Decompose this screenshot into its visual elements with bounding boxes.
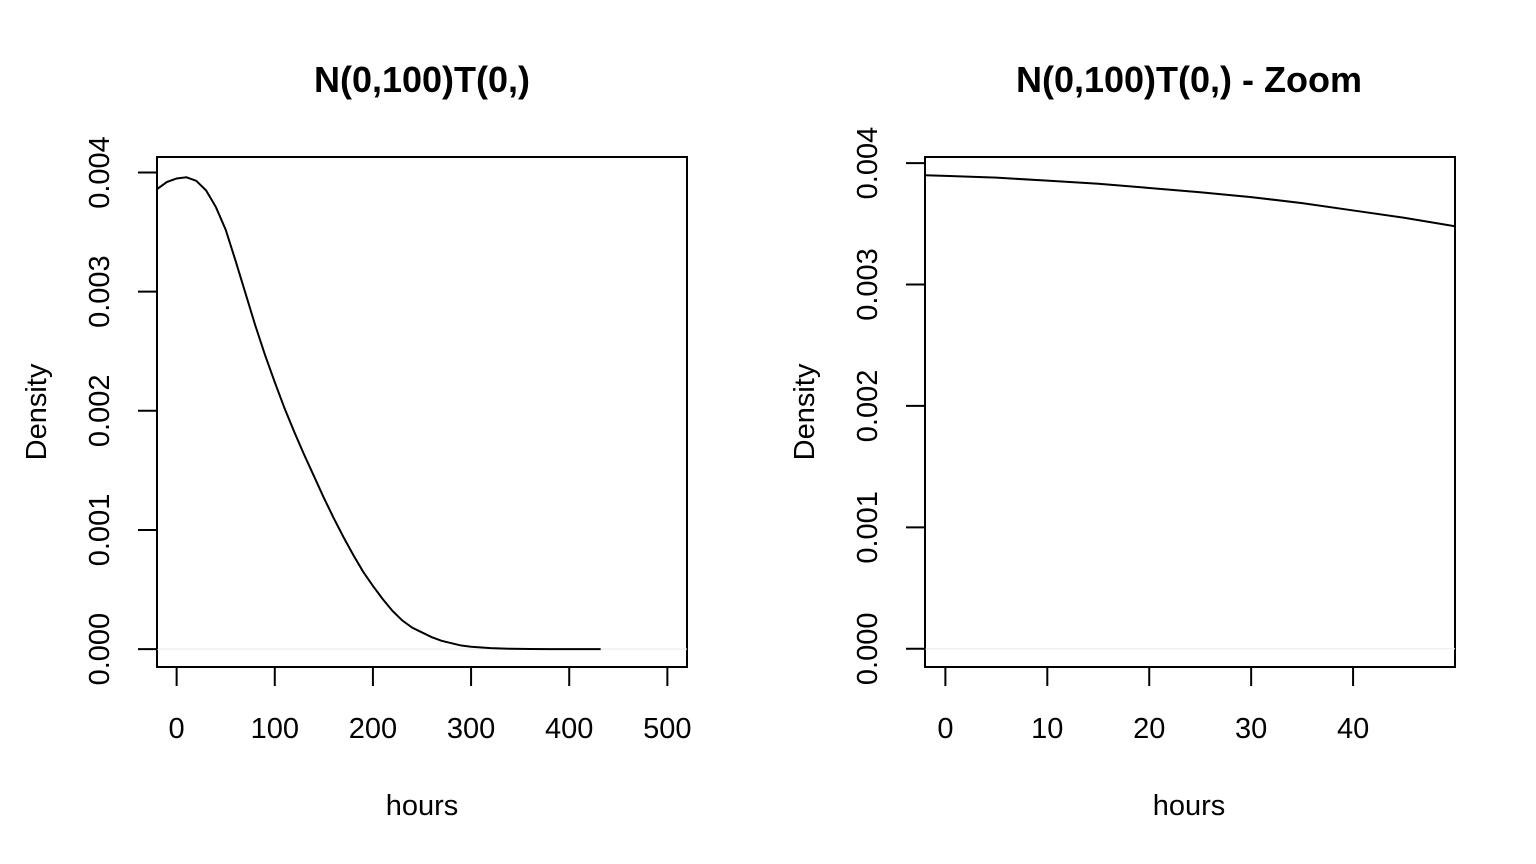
x-tick-label: 100 [251, 713, 299, 745]
y-tick-label: 0.003 [852, 248, 884, 321]
y-tick-label: 0.004 [84, 136, 116, 209]
y-tick-label: 0.001 [84, 494, 116, 567]
y-tick-label: 0.003 [84, 255, 116, 328]
x-tick-label: 300 [447, 713, 495, 745]
chart-panel-2: N(0,100)T(0,) - Zoom hours Density 0 10 20… [789, 59, 1456, 822]
y-tick-label: 0.000 [852, 612, 884, 685]
x-tick-label: 10 [1031, 713, 1063, 745]
x-tick-label: 20 [1133, 713, 1165, 745]
x-tick-label: 30 [1235, 713, 1267, 745]
chart-title: N(0,100)T(0,) - Zoom [1016, 59, 1362, 100]
x-tick-label: 0 [937, 713, 953, 745]
x-tick-label: 0 [169, 713, 185, 745]
y-tick-label: 0.002 [84, 375, 116, 448]
plot-frame [924, 156, 1456, 668]
y-axis-label: Density [21, 363, 53, 460]
density-curve [925, 174, 1455, 228]
plot-marks: 0 10 20 30 40 0.000 0.001 0.002 0.003 0.004 [852, 127, 1455, 745]
chart-panel-1: N(0,100)T(0,) hours Density 0 100 200 300 40… [21, 59, 692, 822]
x-axis-label: hours [386, 790, 459, 822]
y-tick-label: 0.001 [852, 491, 884, 564]
x-tick-label: 40 [1337, 713, 1369, 745]
x-tick-label: 200 [349, 713, 397, 745]
chart-title: N(0,100)T(0,) [314, 59, 530, 100]
y-tick-label: 0.000 [84, 613, 116, 686]
x-axis-label: hours [1153, 790, 1226, 822]
y-tick-label: 0.002 [852, 370, 884, 443]
plot-frame [156, 156, 688, 668]
plot-marks: 0 100 200 300 400 500 0.000 0.001 0.002 0.003 0.00… [84, 136, 692, 745]
y-axis-label: Density [789, 363, 821, 460]
y-tick-label: 0.004 [852, 127, 884, 200]
density-curve [157, 176, 601, 651]
x-tick-label: 500 [643, 713, 691, 745]
x-tick-label: 400 [545, 713, 593, 745]
